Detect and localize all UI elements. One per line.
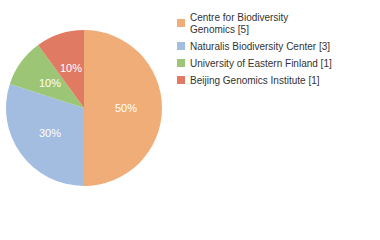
svg-text:Beijing Genomics Institute [1]: Beijing Genomics Institute [1] [190,75,320,86]
svg-text:10%: 10% [60,62,82,74]
svg-text:Centre for Biodiversity: Centre for Biodiversity [190,12,291,23]
svg-text:Genomics [5]: Genomics [5] [190,24,249,35]
svg-text:University of Eastern Finland: University of Eastern Finland [1] [190,58,332,69]
svg-text:50%: 50% [115,102,137,114]
svg-text:Naturalis Biodiversity Center: Naturalis Biodiversity Center [3] [190,41,330,52]
svg-text:30%: 30% [39,127,61,139]
svg-text:10%: 10% [39,77,61,89]
